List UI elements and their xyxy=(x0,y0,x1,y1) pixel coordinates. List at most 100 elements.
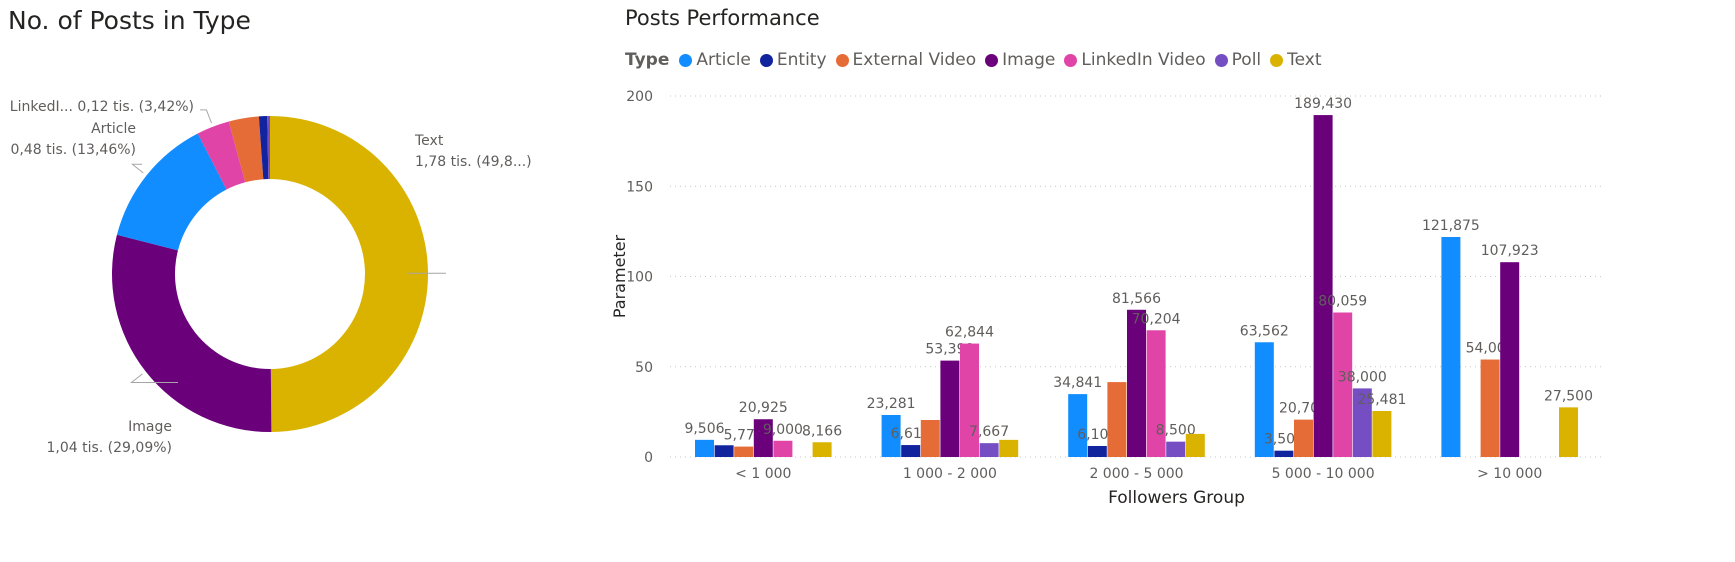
legend-swatch-poll xyxy=(1214,53,1228,67)
bar-poll-2[interactable] xyxy=(1166,441,1186,457)
donut-leader-image xyxy=(129,373,178,384)
legend-item-article[interactable]: Article xyxy=(679,50,751,70)
bar-linkedin-video-0[interactable] xyxy=(773,440,793,457)
legend-swatch-article xyxy=(679,53,693,67)
bar-entity-1[interactable] xyxy=(901,445,921,457)
bar-external-video-4[interactable] xyxy=(1480,359,1500,457)
bar-text-1[interactable] xyxy=(999,439,1019,457)
legend-swatch-text xyxy=(1270,53,1284,67)
legend-label-linkedin-video: LinkedIn Video xyxy=(1081,50,1206,70)
legend-swatch-image xyxy=(985,53,999,67)
bar-poll-1[interactable] xyxy=(979,443,999,457)
legend-swatch-entity xyxy=(759,53,773,67)
donut-slice-external-video xyxy=(228,116,264,183)
bar-external-video-2[interactable] xyxy=(1107,382,1127,457)
data-label: 81,566 xyxy=(1112,291,1161,307)
bar-image-2[interactable] xyxy=(1127,309,1146,457)
data-label: 6,100 xyxy=(1077,427,1117,443)
data-label: 5,773 xyxy=(724,428,764,444)
bar-linkedin-video-3[interactable] xyxy=(1333,312,1353,457)
bar-external-video-0[interactable] xyxy=(734,446,754,457)
bar-chart-panel: Posts Performance Type Article Entity Exte… xyxy=(600,0,1735,562)
donut-slice-text xyxy=(270,116,429,432)
legend-item-linkedin-video[interactable]: LinkedIn Video xyxy=(1064,50,1206,70)
data-label: 189,430 xyxy=(1294,96,1352,112)
donut-value-article: 0,48 tis. (13,46%) xyxy=(10,142,136,158)
bar-text-4[interactable] xyxy=(1559,407,1578,457)
x-axis-label: Followers Group xyxy=(1108,488,1245,508)
x-tick-label: > 10 000 xyxy=(1477,466,1542,482)
y-tick-label: 150 xyxy=(626,179,653,195)
bar-article-1[interactable] xyxy=(881,414,901,457)
donut-label-linkedin-video: LinkedI... 0,12 tis. (3,42%) xyxy=(10,99,194,115)
donut-slice-article xyxy=(116,133,227,251)
legend-label-text: Text xyxy=(1287,50,1322,70)
data-label: 8,166 xyxy=(802,423,842,439)
bar-image-0[interactable] xyxy=(753,419,773,457)
bar-article-4[interactable] xyxy=(1441,237,1461,457)
legend-item-text[interactable]: Text xyxy=(1270,50,1322,70)
data-label: 38,000 xyxy=(1338,369,1387,385)
legend-item-entity[interactable]: Entity xyxy=(759,50,827,70)
legend-label-external-video: External Video xyxy=(852,50,977,70)
x-tick-label: < 1 000 xyxy=(735,466,791,482)
data-label: 23,281 xyxy=(867,396,916,412)
data-label: 80,059 xyxy=(1318,293,1367,309)
bar-image-1[interactable] xyxy=(940,360,960,457)
data-label: 70,204 xyxy=(1132,311,1181,327)
bar-external-video-1[interactable] xyxy=(920,419,940,457)
legend-swatch-external-video xyxy=(835,53,849,67)
bar-text-0[interactable] xyxy=(812,442,832,457)
legend: Type Article Entity External Video Image Lin… xyxy=(625,50,1331,70)
donut-label-article: Article xyxy=(91,121,136,137)
y-axis-label: Parameter xyxy=(610,234,629,318)
bar-image-3[interactable] xyxy=(1313,115,1333,457)
bar-image-4[interactable] xyxy=(1500,262,1520,457)
bar-linkedin-video-2[interactable] xyxy=(1146,330,1166,457)
donut-chart-panel: No. of Posts in Type Text 1,78 tis. (49,8… xyxy=(0,0,600,562)
legend-label-entity: Entity xyxy=(776,50,827,70)
bar-article-3[interactable] xyxy=(1254,342,1274,457)
donut-slice-entity xyxy=(258,116,269,180)
donut-label-image: Image xyxy=(128,419,172,435)
bar-text-2[interactable] xyxy=(1185,433,1205,457)
data-label: 7,667 xyxy=(969,424,1009,440)
data-label: 34,841 xyxy=(1053,375,1102,391)
legend-item-image[interactable]: Image xyxy=(985,50,1055,70)
donut-leader-article xyxy=(130,163,144,174)
data-label: 6,611 xyxy=(891,426,931,442)
data-label: 3,500 xyxy=(1264,432,1304,448)
legend-item-poll[interactable]: Poll xyxy=(1214,50,1261,70)
x-tick-label: 2 000 - 5 000 xyxy=(1089,466,1183,482)
bar-poll-3[interactable] xyxy=(1352,388,1372,457)
data-label: 107,923 xyxy=(1481,243,1539,259)
data-label: 25,481 xyxy=(1357,392,1406,408)
data-label: 27,500 xyxy=(1544,388,1593,404)
legend-label-article: Article xyxy=(696,50,751,70)
bar-chart-title: Posts Performance xyxy=(625,6,820,30)
donut-value-text: 1,78 tis. (49,8...) xyxy=(415,154,532,170)
donut-chart: Text 1,78 tis. (49,8...) Image 1,04 tis. (2… xyxy=(10,99,532,456)
bar-article-2[interactable] xyxy=(1068,394,1088,457)
bar-entity-2[interactable] xyxy=(1087,445,1107,457)
x-tick-label: 5 000 - 10 000 xyxy=(1272,466,1375,482)
bar-entity-0[interactable] xyxy=(714,445,734,457)
bar-linkedin-video-1[interactable] xyxy=(960,343,979,457)
bar-text-3[interactable] xyxy=(1372,411,1392,457)
y-tick-label: 0 xyxy=(644,450,653,466)
y-tick-label: 200 xyxy=(626,89,653,105)
donut-slice-image xyxy=(111,234,272,432)
bar-external-video-3[interactable] xyxy=(1294,419,1313,457)
legend-swatch-linkedin-video xyxy=(1064,53,1078,67)
bar-article-0[interactable] xyxy=(695,439,714,457)
donut-chart-title: No. of Posts in Type xyxy=(8,6,251,35)
y-tick-label: 50 xyxy=(635,360,653,376)
donut-slice-poll xyxy=(267,116,270,180)
data-label: 9,000 xyxy=(763,422,803,438)
x-tick-label: 1 000 - 2 000 xyxy=(903,466,997,482)
legend-item-external-video[interactable]: External Video xyxy=(835,50,977,70)
data-label: 121,875 xyxy=(1422,218,1480,234)
bar-entity-3[interactable] xyxy=(1274,450,1294,457)
data-label: 8,500 xyxy=(1156,423,1196,439)
y-tick-label: 100 xyxy=(626,270,653,286)
